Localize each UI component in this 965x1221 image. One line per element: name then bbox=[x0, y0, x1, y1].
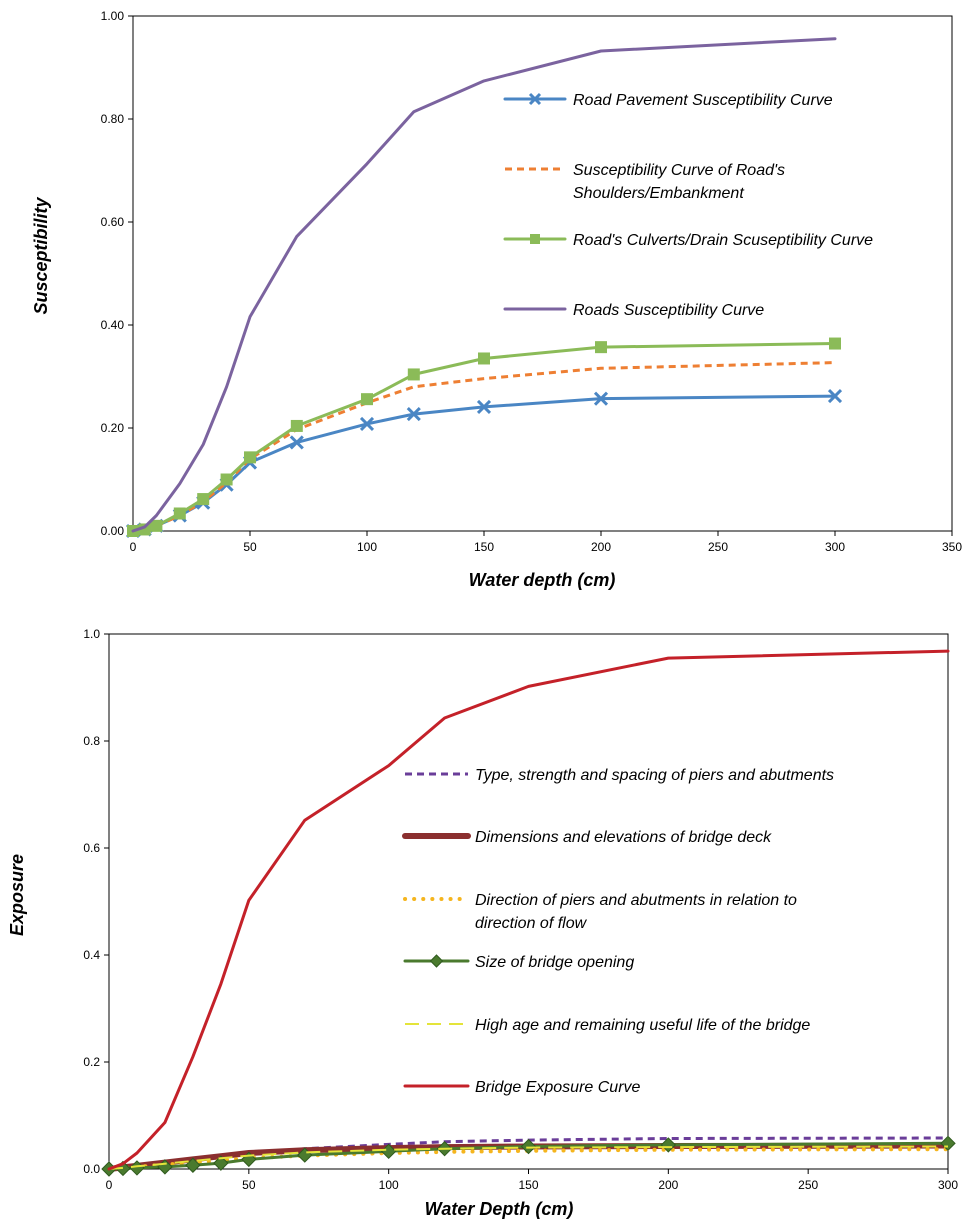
legend-label: Size of bridge opening bbox=[475, 954, 634, 971]
legend: Type, strength and spacing of piers and … bbox=[402, 767, 834, 1096]
series-lines bbox=[125, 37, 843, 539]
legend-label: Road Pavement Susceptibility Curve bbox=[573, 92, 833, 109]
y-tick-label: 0.00 bbox=[101, 524, 125, 538]
legend-label: Roads Susceptibility Curve bbox=[573, 302, 764, 319]
series-road-s-culverts-drain-scuseptibility-cur-marker bbox=[197, 493, 210, 506]
series-road-pavement-susceptibility-curve-marker bbox=[476, 399, 492, 414]
series-road-pavement-susceptibility-curve-marker bbox=[406, 407, 421, 422]
series-road-s-culverts-drain-scuseptibility-cur-marker bbox=[150, 519, 163, 532]
series-bridge-exposure-curve bbox=[107, 649, 950, 1171]
series-lines bbox=[101, 649, 956, 1177]
x-axis-ticks: 0 50 100 150 200 250 300 350 bbox=[130, 531, 962, 554]
legend-item-direction-of-piers-and-abutments-in-rela: Direction of piers and abutments in rela… bbox=[403, 892, 797, 932]
series-roads-susceptibility-curve bbox=[131, 37, 837, 533]
y-tick-label: 0.6 bbox=[83, 841, 100, 855]
y-axis-ticks: 0.0 0.2 0.4 0.6 0.8 1.0 bbox=[83, 627, 109, 1176]
x-tick-label: 0 bbox=[130, 540, 137, 554]
series-road-pavement-susceptibility-curve bbox=[125, 389, 843, 539]
x-tick-label: 200 bbox=[591, 540, 611, 554]
legend-item-road-s-culverts-drain-scuseptibility-cur: Road's Culverts/Drain Scuseptibility Cur… bbox=[503, 232, 873, 249]
y-axis-title: Susceptibility bbox=[31, 197, 51, 315]
x-tick-label: 150 bbox=[474, 540, 494, 554]
series-size-of-bridge-opening-marker bbox=[520, 1138, 537, 1155]
y-tick-label: 0.80 bbox=[101, 112, 125, 126]
legend-item-dimensions-and-elevations-of-bridge-deck: Dimensions and elevations of bridge deck bbox=[402, 829, 772, 846]
y-tick-label: 0.2 bbox=[83, 1055, 100, 1069]
series-road-s-culverts-drain-scuseptibility-cur-line bbox=[131, 342, 837, 533]
series-road-pavement-susceptibility-curve-line bbox=[131, 394, 837, 533]
x-tick-label: 50 bbox=[243, 540, 257, 554]
legend-label: Type, strength and spacing of piers and … bbox=[475, 767, 834, 784]
series-road-s-culverts-drain-scuseptibility-cur-marker bbox=[407, 368, 420, 381]
series-road-s-culverts-drain-scuseptibility-cur-marker bbox=[829, 337, 841, 350]
x-tick-label: 50 bbox=[242, 1178, 256, 1192]
series-road-s-culverts-drain-scuseptibility-cur-marker bbox=[595, 341, 607, 354]
x-tick-label: 350 bbox=[942, 540, 962, 554]
x-tick-label: 300 bbox=[938, 1178, 958, 1192]
y-tick-label: 0.60 bbox=[101, 215, 125, 229]
legend: Road Pavement Susceptibility Curve Suscep… bbox=[503, 92, 873, 319]
legend-label: Susceptibility Curve of Road's Shoulders/… bbox=[573, 162, 785, 202]
legend-item-high-age-and-remaining-useful-life-of-th: High age and remaining useful life of th… bbox=[405, 1017, 810, 1034]
exposure-chart: 0.0 0.2 0.4 0.6 0.8 1.0 0 50 100 150 200 250 300 Ty… bbox=[7, 627, 958, 1219]
series-size-of-bridge-opening-marker bbox=[185, 1157, 201, 1173]
legend-swatch-marker bbox=[528, 92, 542, 106]
series-susceptibility-curve-of-road-s-shoulders-line bbox=[132, 361, 836, 533]
x-axis-title: Water depth (cm) bbox=[469, 570, 616, 590]
series-road-s-culverts-drain-scuseptibility-cur bbox=[127, 337, 841, 537]
series-road-s-culverts-drain-scuseptibility-cur-marker bbox=[244, 451, 256, 464]
series-road-pavement-susceptibility-curve-marker bbox=[593, 391, 609, 406]
y-tick-label: 0.40 bbox=[101, 318, 125, 332]
y-tick-label: 0.4 bbox=[83, 948, 100, 962]
legend-item-road-pavement-susceptibility-curve: Road Pavement Susceptibility Curve bbox=[503, 92, 833, 109]
legend-item-size-of-bridge-opening: Size of bridge opening bbox=[403, 954, 634, 971]
susceptibility-chart: 0.00 0.20 0.40 0.60 0.80 1.00 0 50 100 150 200 250… bbox=[31, 9, 962, 590]
y-tick-label: 1.0 bbox=[83, 627, 100, 641]
series-road-s-culverts-drain-scuseptibility-cur-marker bbox=[478, 352, 490, 365]
x-axis-title: Water Depth (cm) bbox=[425, 1199, 574, 1219]
plot-area-frame bbox=[132, 15, 953, 532]
series-road-pavement-susceptibility-curve-marker bbox=[289, 435, 304, 450]
y-tick-label: 0.20 bbox=[101, 421, 125, 435]
legend-item-bridge-exposure-curve: Bridge Exposure Curve bbox=[403, 1079, 641, 1096]
series-road-s-culverts-drain-scuseptibility-cur-marker bbox=[173, 507, 186, 520]
series-roads-susceptibility-curve-line bbox=[131, 37, 837, 533]
legend-swatch-marker bbox=[429, 954, 444, 968]
y-tick-label: 0.8 bbox=[83, 734, 100, 748]
series-road-s-culverts-drain-scuseptibility-cur-marker bbox=[290, 419, 303, 432]
legend-label: High age and remaining useful life of th… bbox=[475, 1017, 810, 1034]
x-tick-label: 200 bbox=[658, 1178, 678, 1192]
x-axis-ticks: 0 50 100 150 200 250 300 bbox=[106, 1169, 958, 1192]
x-tick-label: 150 bbox=[518, 1178, 538, 1192]
series-size-of-bridge-opening-marker bbox=[213, 1155, 229, 1171]
x-tick-label: 300 bbox=[825, 540, 845, 554]
legend-item-susceptibility-curve-of-road-s-shoulders: Susceptibility Curve of Road's Shoulders/… bbox=[505, 162, 785, 202]
series-road-s-culverts-drain-scuseptibility-cur-marker bbox=[220, 473, 233, 486]
legend-label: Bridge Exposure Curve bbox=[475, 1079, 641, 1096]
y-tick-label: 0.0 bbox=[83, 1162, 100, 1176]
series-high-age-and-remaining-useful-life-of-th-line bbox=[108, 1145, 949, 1170]
series-road-pavement-susceptibility-curve-marker bbox=[827, 389, 843, 404]
legend-item-roads-susceptibility-curve: Roads Susceptibility Curve bbox=[503, 302, 764, 319]
legend-label: Direction of piers and abutments in rela… bbox=[475, 892, 797, 932]
series-susceptibility-curve-of-road-s-shoulders bbox=[132, 361, 836, 533]
legend-swatch-marker bbox=[530, 234, 540, 244]
series-road-pavement-susceptibility-curve-marker bbox=[359, 416, 375, 431]
y-axis-title: Exposure bbox=[7, 854, 27, 936]
series-high-age-and-remaining-useful-life-of-th bbox=[108, 1145, 949, 1170]
x-tick-label: 100 bbox=[357, 540, 377, 554]
y-axis-ticks: 0.00 0.20 0.40 0.60 0.80 1.00 bbox=[101, 9, 133, 538]
x-tick-label: 250 bbox=[798, 1178, 818, 1192]
legend-label: Dimensions and elevations of bridge deck bbox=[475, 829, 772, 846]
x-tick-label: 0 bbox=[106, 1178, 113, 1192]
series-bridge-exposure-curve-line bbox=[107, 649, 950, 1171]
legend-label: Road's Culverts/Drain Scuseptibility Cur… bbox=[573, 232, 873, 249]
x-tick-label: 250 bbox=[708, 540, 728, 554]
series-size-of-bridge-opening-marker bbox=[660, 1137, 677, 1153]
series-road-s-culverts-drain-scuseptibility-cur-marker bbox=[361, 393, 373, 406]
x-tick-label: 100 bbox=[379, 1178, 399, 1192]
legend-item-type-strength-and-spacing-of-piers-and-a: Type, strength and spacing of piers and … bbox=[405, 767, 834, 784]
y-tick-label: 1.00 bbox=[101, 9, 125, 23]
